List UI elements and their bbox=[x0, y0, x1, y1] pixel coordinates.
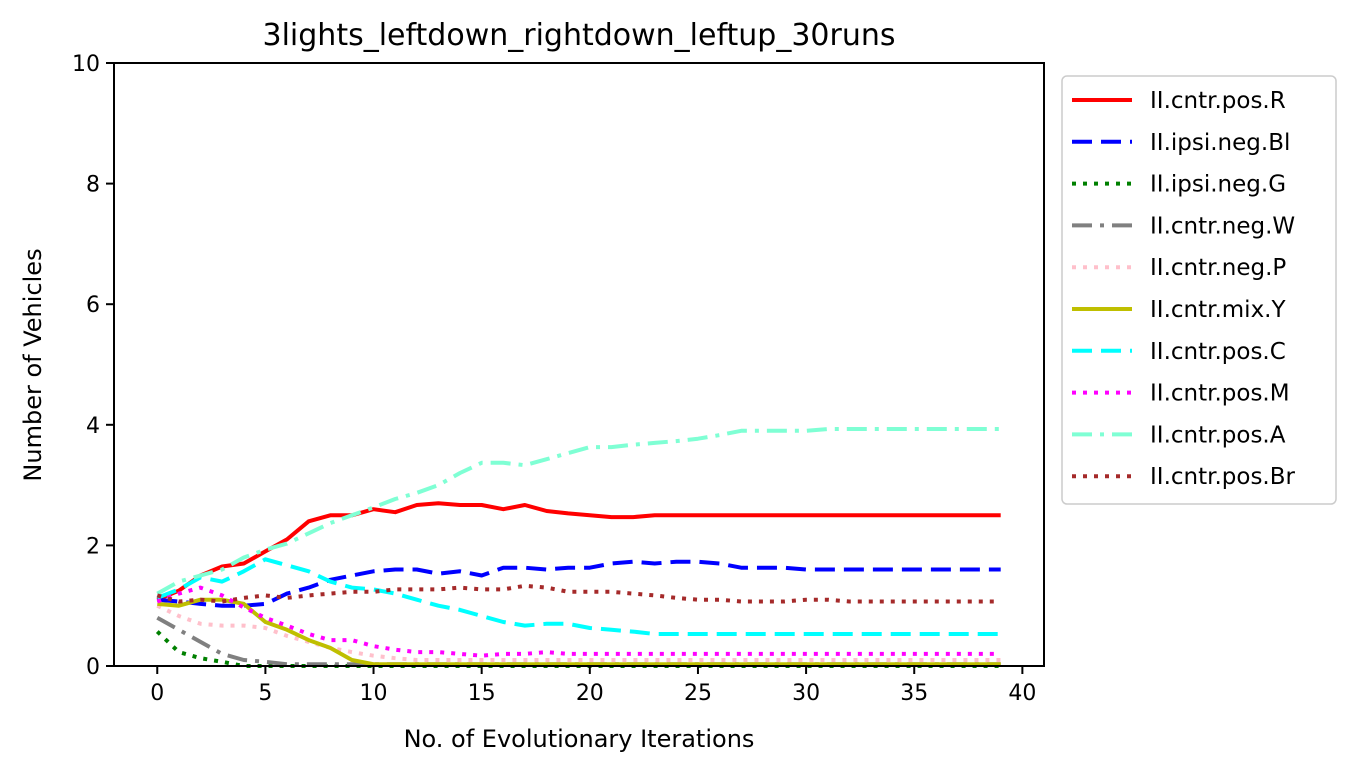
y-tick-label: 6 bbox=[86, 293, 100, 318]
legend-label: II.cntr.pos.A bbox=[1150, 422, 1286, 448]
y-tick-label: 2 bbox=[86, 534, 100, 559]
legend-label: II.cntr.mix.Y bbox=[1150, 297, 1286, 323]
x-tick-label: 25 bbox=[684, 681, 712, 706]
legend-label: II.ipsi.neg.G bbox=[1150, 172, 1286, 198]
legend-label: II.cntr.pos.R bbox=[1150, 88, 1286, 114]
series-line-ii-cntr-pos-m bbox=[156, 585, 1001, 658]
y-axis-label: Number of Vehicles bbox=[19, 248, 47, 481]
chart-title: 3lights_leftdown_rightdown_leftup_30runs bbox=[263, 18, 896, 53]
series-line-ii-cntr-pos-c bbox=[156, 557, 1001, 636]
y-tick-label: 10 bbox=[72, 52, 100, 77]
x-tick-label: 0 bbox=[150, 681, 164, 706]
series-line-ii-ipsi-neg-bl bbox=[157, 559, 1001, 608]
plot-area bbox=[155, 427, 1001, 668]
y-tick-label: 0 bbox=[86, 655, 100, 680]
legend-label: II.cntr.neg.P bbox=[1150, 255, 1286, 281]
x-tick-label: 40 bbox=[1008, 681, 1036, 706]
x-axis-label: No. of Evolutionary Iterations bbox=[404, 725, 755, 753]
series-line-ii-cntr-mix-y bbox=[157, 597, 1001, 667]
plot-frame bbox=[113, 62, 1045, 667]
series-line-ii-cntr-pos-br bbox=[156, 583, 1001, 604]
legend-label: II.cntr.pos.Br bbox=[1150, 464, 1296, 490]
series-line-ii-cntr-pos-r bbox=[156, 501, 1001, 602]
x-tick-label: 30 bbox=[792, 681, 820, 706]
x-tick-label: 5 bbox=[258, 681, 272, 706]
x-tick-label: 15 bbox=[468, 681, 496, 706]
x-tick-label: 20 bbox=[576, 681, 604, 706]
series-line-ii-cntr-neg-p bbox=[156, 603, 1001, 662]
y-tick-label: 8 bbox=[86, 173, 100, 198]
y-tick-label: 4 bbox=[86, 414, 100, 439]
legend: II.cntr.pos.R II.ipsi.neg.Bl II.ipsi.neg.G… bbox=[1061, 75, 1337, 505]
axes: 0 5 10 15 20 25 30 35 40 0 2 4 6 8 10 bbox=[72, 52, 1045, 706]
legend-label: II.cntr.pos.C bbox=[1150, 339, 1286, 365]
x-tick-label: 10 bbox=[360, 681, 388, 706]
legend-label: II.ipsi.neg.Bl bbox=[1150, 130, 1290, 156]
legend-label: II.cntr.pos.M bbox=[1150, 381, 1290, 407]
series-line-ii-cntr-pos-a bbox=[156, 427, 1001, 596]
legend-label: II.cntr.neg.W bbox=[1150, 213, 1295, 239]
x-tick-label: 35 bbox=[900, 681, 928, 706]
series-line-ii-cntr-neg-w bbox=[156, 616, 1001, 667]
